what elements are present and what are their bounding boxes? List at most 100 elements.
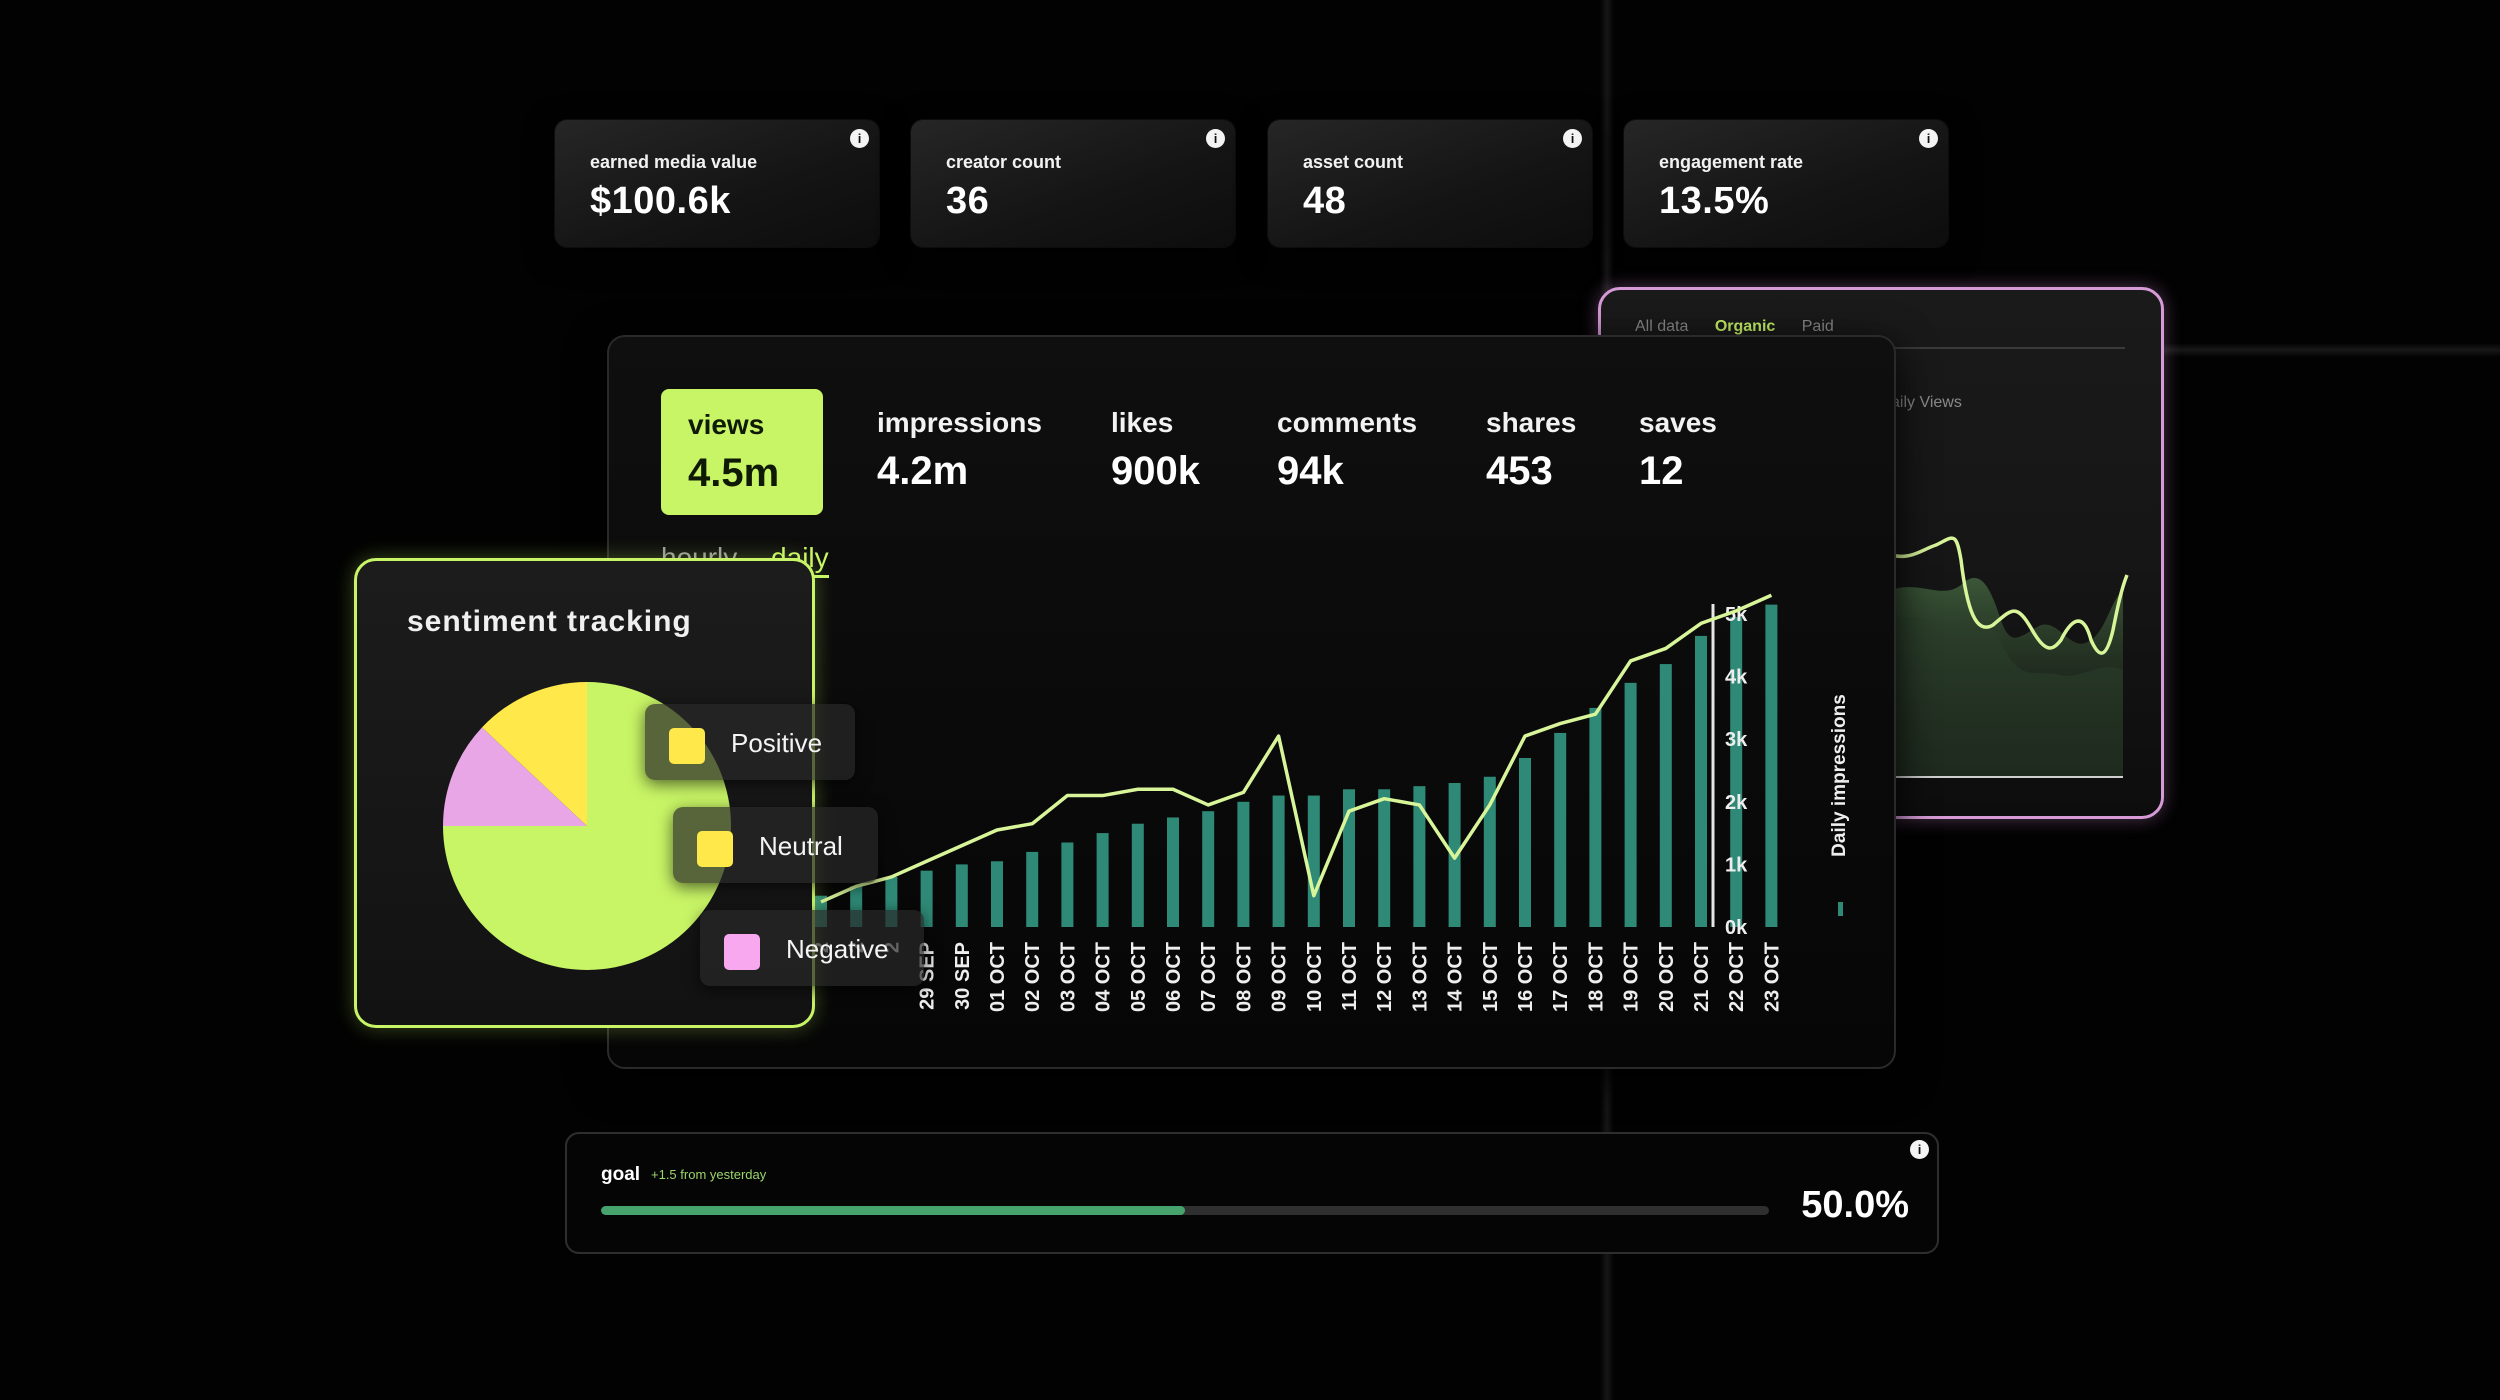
tab-paid[interactable]: Paid bbox=[1801, 318, 1834, 335]
bar[interactable] bbox=[1730, 617, 1743, 927]
x-tick-label: 22 OCT bbox=[1726, 942, 1748, 1012]
info-icon[interactable]: i bbox=[1206, 129, 1225, 148]
bar[interactable] bbox=[1413, 786, 1426, 927]
legend-swatch bbox=[697, 831, 733, 867]
info-icon[interactable]: i bbox=[1910, 1140, 1929, 1159]
metric-tab-impressions[interactable]: impressions 4.2m bbox=[877, 407, 1042, 494]
bar[interactable] bbox=[1202, 811, 1215, 927]
bar[interactable] bbox=[920, 870, 933, 927]
tab-organic[interactable]: Organic bbox=[1714, 318, 1776, 335]
x-tick-label: 01 OCT bbox=[987, 942, 1009, 1012]
bar[interactable] bbox=[1272, 795, 1285, 927]
bar[interactable] bbox=[1483, 776, 1496, 927]
tab-all-data[interactable]: All data bbox=[1635, 318, 1689, 335]
x-tick-label: 02 OCT bbox=[1022, 942, 1044, 1012]
legend-marker bbox=[1838, 902, 1843, 916]
info-icon[interactable]: i bbox=[850, 129, 869, 148]
x-tick-label: 30 SEP bbox=[952, 942, 974, 1010]
kpi-label: creator count bbox=[946, 152, 1062, 172]
info-icon[interactable]: i bbox=[1919, 129, 1938, 148]
bar[interactable] bbox=[1237, 801, 1250, 927]
area-series bbox=[1891, 617, 2123, 778]
x-tick-label: 17 OCT bbox=[1550, 942, 1572, 1012]
goal-progress-fill bbox=[601, 1206, 1185, 1215]
x-tick-label: 21 OCT bbox=[1691, 942, 1713, 1012]
bar[interactable] bbox=[1519, 757, 1531, 927]
kpi-card-creator-count: creator count 36 i bbox=[911, 120, 1235, 247]
x-tick-label: 07 OCT bbox=[1198, 942, 1220, 1012]
metric-tab-saves[interactable]: saves 12 bbox=[1639, 407, 1717, 494]
metric-label: shares bbox=[1486, 407, 1577, 438]
legend-label: Negative bbox=[786, 934, 889, 964]
metric-tab-shares[interactable]: shares 453 bbox=[1486, 407, 1576, 494]
info-icon[interactable]: i bbox=[1563, 129, 1582, 148]
pie-slice-negative[interactable] bbox=[443, 727, 587, 826]
bar[interactable] bbox=[1624, 682, 1637, 927]
bar[interactable] bbox=[1026, 851, 1039, 927]
kpi-value: 36 bbox=[946, 180, 990, 222]
kpi-card-engagement-rate: engagement rate 13.5% i bbox=[1624, 120, 1948, 247]
metric-label: saves bbox=[1639, 407, 1717, 438]
bar[interactable] bbox=[1167, 817, 1179, 927]
goal-percent: 50.0% bbox=[1801, 1184, 1909, 1226]
bar[interactable] bbox=[1589, 707, 1602, 927]
metric-label: comments bbox=[1277, 407, 1418, 438]
x-tick-label: 12 OCT bbox=[1374, 942, 1396, 1012]
goal-label: goal bbox=[601, 1164, 641, 1185]
x-tick-label: 18 OCT bbox=[1585, 942, 1607, 1012]
bar[interactable] bbox=[1131, 823, 1144, 927]
sentiment-title: sentiment tracking bbox=[407, 605, 692, 638]
x-tick-label: 20 OCT bbox=[1656, 942, 1678, 1012]
metric-value: 4.2m bbox=[877, 449, 969, 493]
chart-baseline bbox=[1891, 776, 2123, 778]
x-tick-label: 23 OCT bbox=[1761, 942, 1783, 1012]
goal-change-note: +1.5 from yesterday bbox=[651, 1167, 767, 1182]
bar[interactable] bbox=[1695, 635, 1707, 927]
goal-progress-card: goal +1.5 from yesterday 50.0% i bbox=[565, 1132, 1939, 1254]
x-tick-label: 11 OCT bbox=[1339, 942, 1361, 1011]
daily-views-title: aily Views bbox=[1891, 394, 1962, 411]
x-tick-label: 14 OCT bbox=[1445, 942, 1467, 1012]
x-tick-label: 19 OCT bbox=[1621, 942, 1643, 1012]
x-tick-label: 04 OCT bbox=[1093, 942, 1115, 1012]
goal-progress-track bbox=[601, 1206, 1769, 1215]
metric-label: impressions bbox=[877, 407, 1042, 438]
metric-label: likes bbox=[1111, 407, 1174, 438]
metric-value: 453 bbox=[1486, 449, 1553, 493]
metric-tab-likes[interactable]: likes 900k bbox=[1111, 407, 1200, 494]
metric-value: 94k bbox=[1277, 449, 1344, 493]
y-tick-label: 4k bbox=[1725, 667, 1748, 689]
bar[interactable] bbox=[1061, 842, 1074, 927]
bar[interactable] bbox=[1765, 604, 1778, 927]
legend-label: Positive bbox=[731, 728, 823, 758]
bar[interactable] bbox=[1554, 732, 1567, 927]
bar[interactable] bbox=[1378, 789, 1391, 927]
legend-negative[interactable]: Negative bbox=[700, 910, 924, 986]
legend-neutral[interactable]: Neutral bbox=[673, 807, 878, 883]
legend-positive[interactable]: Positive bbox=[645, 704, 855, 780]
metric-tab-views[interactable]: views 4.5m bbox=[661, 389, 823, 515]
x-tick-label: 10 OCT bbox=[1304, 942, 1326, 1012]
y-axis-title: Daily impressions bbox=[1829, 694, 1850, 857]
x-tick-label: 09 OCT bbox=[1269, 942, 1291, 1012]
kpi-value: 48 bbox=[1303, 180, 1347, 222]
x-tick-label: 08 OCT bbox=[1233, 942, 1255, 1012]
bar[interactable] bbox=[955, 864, 968, 927]
legend-swatch bbox=[669, 728, 705, 764]
y-tick-label: 3k bbox=[1725, 729, 1748, 751]
bar[interactable] bbox=[1096, 833, 1109, 927]
bar[interactable] bbox=[1343, 789, 1355, 927]
kpi-label: asset count bbox=[1303, 152, 1404, 172]
pie-slice-positive[interactable] bbox=[482, 682, 587, 826]
bar[interactable] bbox=[991, 861, 1003, 927]
line-series bbox=[1890, 536, 2129, 655]
bar[interactable] bbox=[1659, 664, 1672, 927]
kpi-label: earned media value bbox=[590, 152, 758, 172]
metric-value: 4.5m bbox=[688, 451, 780, 495]
metric-tab-comments[interactable]: comments 94k bbox=[1277, 407, 1417, 494]
bar[interactable] bbox=[1307, 795, 1320, 927]
y-tick-label: 0k bbox=[1725, 917, 1748, 939]
x-tick-label: 03 OCT bbox=[1057, 942, 1079, 1012]
metric-label: views bbox=[688, 409, 765, 440]
